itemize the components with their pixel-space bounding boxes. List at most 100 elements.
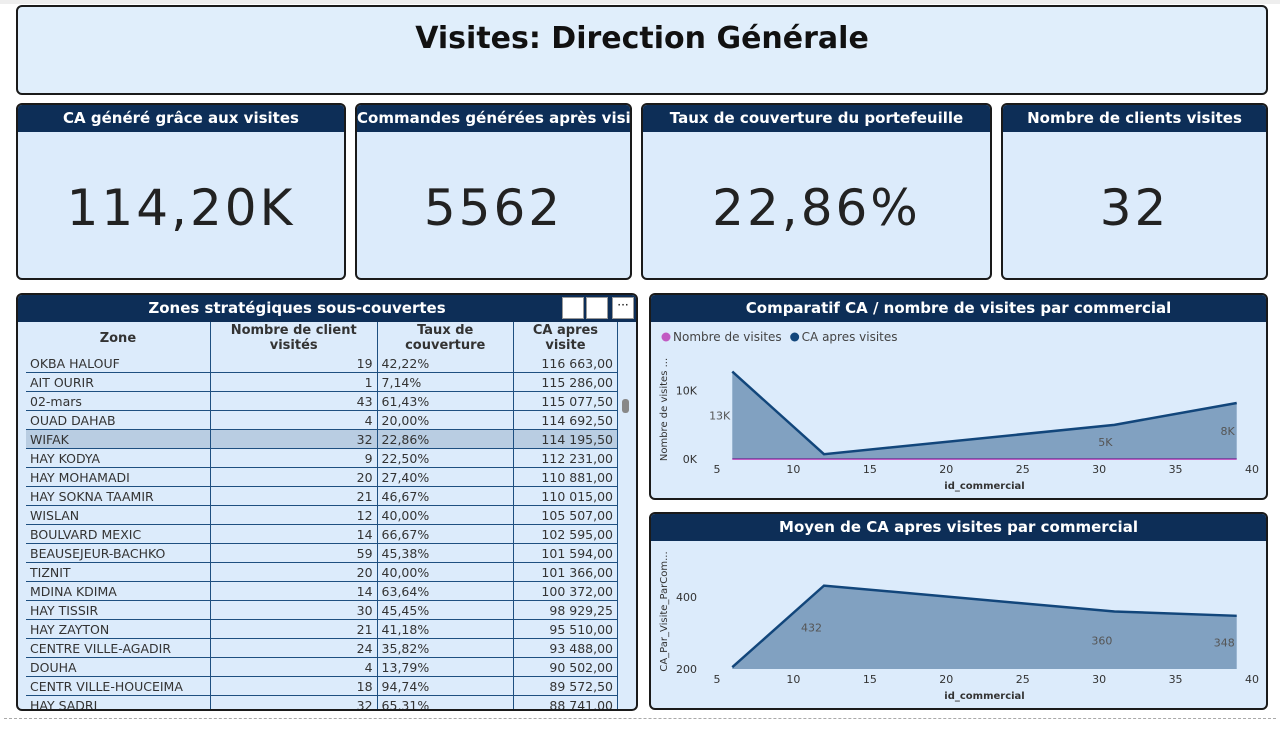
table-cell: 24 [210, 638, 378, 658]
page-edge [4, 718, 1276, 719]
y-axis-label: Nombre de visites ... [659, 358, 670, 461]
column-header: Taux de couverture [377, 322, 514, 354]
x-tick-label: 40 [1245, 463, 1259, 476]
kpi-label: CA généré grâce aux visites [18, 105, 344, 132]
legend-label: Nombre de visites [673, 330, 782, 344]
kpi-card: Commandes générées après visite 5562 [355, 103, 632, 280]
table-cell: 110 881,00 [513, 467, 619, 487]
table-row: HAY SADRI 32 65,31% 88 741,00 [26, 695, 619, 709]
table-row: OKBA HALOUF 19 42,22% 116 663,00 [26, 354, 619, 373]
top-strip [0, 0, 1280, 4]
chart-panel: Moyen de CA apres visites par commercial… [649, 512, 1268, 710]
x-tick-label: 30 [1092, 463, 1106, 476]
table-cell: 02-mars [26, 391, 211, 411]
table-cell: 94,74% [377, 676, 514, 696]
kpi-label: Nombre de clients visites [1003, 105, 1266, 132]
x-tick-label: 10 [786, 463, 800, 476]
data-label: 13K [709, 409, 731, 422]
table-cell: WIFAK [26, 429, 211, 449]
header-row: Zone Nombre de client visités Taux de couv… [26, 322, 619, 354]
table-cell: 35,82% [377, 638, 514, 658]
x-axis-label: id_commercial [944, 691, 1024, 702]
table-cell: 61,43% [377, 391, 514, 411]
focus-icon[interactable] [586, 297, 608, 319]
chart: 5 10 15 20 25 30 35 40 0K 10K id_commercial Nombre … [659, 330, 1259, 492]
table-row: CENTRE VILLE-AGADIR 24 35,82% 93 488,00 [26, 638, 619, 658]
x-tick-label: 15 [863, 673, 877, 686]
table-cell: 114 692,50 [513, 410, 619, 430]
table-cell: 112 231,00 [513, 448, 619, 468]
table-panel: Zones stratégiques sous-couvertes ··· Zo… [16, 293, 638, 711]
table-row: WIFAK 32 22,86% 114 195,50 [26, 429, 619, 449]
table-row: 02-mars 43 61,43% 115 077,50 [26, 391, 619, 411]
table-cell: 116 663,00 [513, 354, 619, 373]
table-row: WISLAN 12 40,00% 105 507,00 [26, 505, 619, 525]
x-tick-label: 20 [939, 673, 953, 686]
x-tick-label: 35 [1169, 673, 1183, 686]
table-cell: OKBA HALOUF [26, 354, 211, 373]
x-tick-label: 10 [786, 673, 800, 686]
table-cell: 12 [210, 505, 378, 525]
column-header: Nombre de client visités [210, 322, 378, 354]
table-cell: 63,64% [377, 581, 514, 601]
table-cell: 32 [210, 429, 378, 449]
table-title: Zones stratégiques sous-couvertes [18, 295, 636, 322]
table-cell: 20 [210, 562, 378, 582]
table-cell: 1 [210, 372, 378, 392]
x-tick-label: 20 [939, 463, 953, 476]
y-tick-label: 10K [676, 385, 698, 398]
table-cell: OUAD DAHAB [26, 410, 211, 430]
table-cell: 14 [210, 524, 378, 544]
table-cell: HAY SADRI [26, 695, 211, 709]
table-cell: 41,18% [377, 619, 514, 639]
table-cell: 46,67% [377, 486, 514, 506]
table-cell: 42,22% [377, 354, 514, 373]
table-cell: 45,38% [377, 543, 514, 563]
table-cell: 18 [210, 676, 378, 696]
more-icon[interactable]: ··· [612, 297, 634, 319]
filter-icon[interactable] [562, 297, 584, 319]
page-title: Visites: Direction Générale [415, 21, 869, 56]
data-label: 432 [801, 621, 822, 634]
kpi-value: 32 [1099, 179, 1170, 237]
chart-panel: Comparatif CA / nombre de visites par co… [649, 293, 1268, 500]
kpi-card: Taux de couverture du portefeuille 22,86% [641, 103, 992, 280]
table-cell: CENTR VILLE-HOUCEIMA [26, 676, 211, 696]
table-cell: 45,45% [377, 600, 514, 620]
table-cell: 115 286,00 [513, 372, 619, 392]
line [731, 584, 1237, 669]
table-row: OUAD DAHAB 4 20,00% 114 692,50 [26, 410, 619, 430]
x-axis-label: id_commercial [944, 481, 1024, 492]
table-cell: AIT OURIR [26, 372, 211, 392]
table-row: DOUHA 4 13,79% 90 502,00 [26, 657, 619, 677]
table-cell: HAY SOKNA TAAMIR [26, 486, 211, 506]
kpi-label: Commandes générées après visite [357, 105, 630, 132]
chart: 5 10 15 20 25 30 35 40 200 400 id_commercial CA_Par… [659, 551, 1259, 702]
table-cell: 90 502,00 [513, 657, 619, 677]
table-row: BOULVARD MEXIC 14 66,67% 102 595,00 [26, 524, 619, 544]
kpi-value: 22,86% [712, 179, 921, 237]
table-cell: 95 510,00 [513, 619, 619, 639]
area [732, 371, 1237, 459]
kpi-value: 5562 [423, 179, 564, 237]
table-row: TIZNIT 20 40,00% 101 366,00 [26, 562, 619, 582]
table-cell: BEAUSEJEUR-BACHKO [26, 543, 211, 563]
legend-label: CA apres visites [802, 330, 898, 344]
table-cell: 20 [210, 467, 378, 487]
x-tick-label: 35 [1169, 463, 1183, 476]
table-cell: HAY ZAYTON [26, 619, 211, 639]
x-tick-label: 40 [1245, 673, 1259, 686]
table-cell: 115 077,50 [513, 391, 619, 411]
y-axis-label: CA_Par_Visite_ParCom... [659, 551, 670, 671]
table-cell: WISLAN [26, 505, 211, 525]
table-cell: HAY KODYA [26, 448, 211, 468]
table-row: HAY KODYA 9 22,50% 112 231,00 [26, 448, 619, 468]
header: Visites: Direction Générale [16, 5, 1268, 95]
scrollbar[interactable] [622, 399, 629, 413]
x-tick-label: 5 [714, 463, 721, 476]
table-cell: 20,00% [377, 410, 514, 430]
table-cell: 21 [210, 619, 378, 639]
table-cell: 27,40% [377, 467, 514, 487]
table-row: HAY MOHAMADI 20 27,40% 110 881,00 [26, 467, 619, 487]
